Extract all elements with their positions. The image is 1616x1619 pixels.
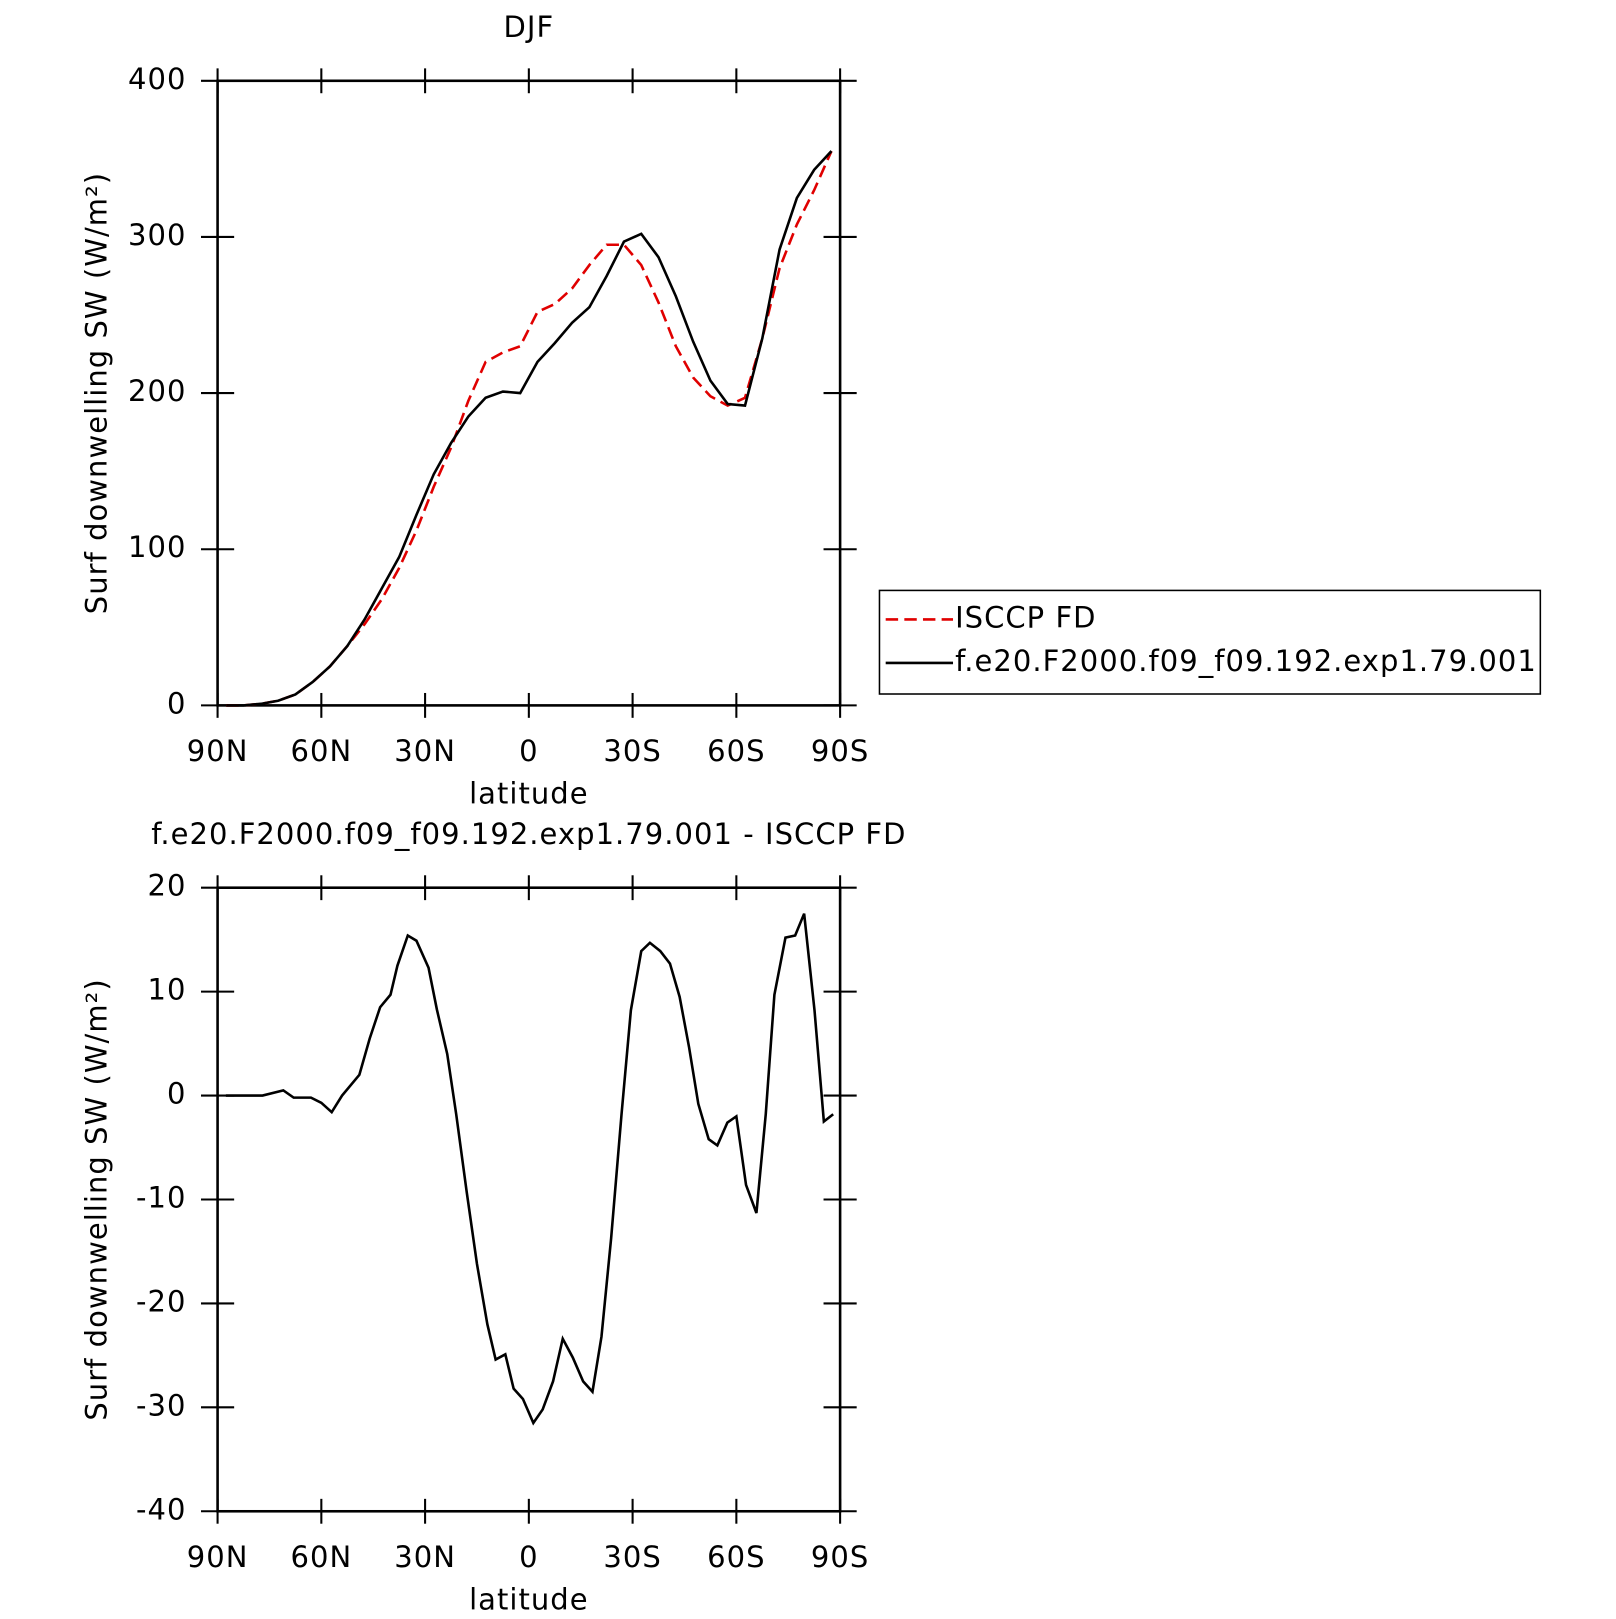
plot-frame (216, 79, 842, 707)
x-tick-label: 90S (811, 734, 869, 768)
data-line (225, 913, 834, 1426)
x-tick-label: 60S (707, 734, 765, 768)
x-tick-label: 0 (519, 734, 539, 768)
y-tick-label: 0 (167, 686, 187, 720)
y-tick-label: 200 (128, 374, 186, 408)
y-tick-label: 100 (128, 530, 186, 564)
legend-label: f.e20.F2000.f09_f09.192.exp1.79.001 (955, 644, 1537, 678)
x-tick-label: 90N (187, 1540, 249, 1574)
y-tick-label: 400 (128, 62, 186, 96)
x-tick-label: 30S (603, 734, 661, 768)
y-tick-label: -10 (136, 1180, 186, 1214)
y-tick-label: 10 (148, 973, 187, 1007)
plot-frame (216, 886, 842, 1513)
data-line (226, 150, 833, 707)
x-tick-label: 30N (394, 1540, 456, 1574)
chart-title: f.e20.F2000.f09_f09.192.exp1.79.001 - IS… (151, 817, 906, 851)
y-tick-label: 0 (167, 1077, 187, 1111)
y-axis-label: Surf downwelling SW (W/m²) (79, 978, 113, 1420)
y-tick-label: -30 (136, 1388, 186, 1422)
x-tick-label: 60N (290, 734, 352, 768)
x-tick-label: 60S (707, 1540, 765, 1574)
chart-title: DJF (504, 10, 555, 44)
legend-label: ISCCP FD (955, 600, 1096, 634)
x-tick-label: 0 (519, 1540, 539, 1574)
x-tick-label: 60N (290, 1540, 352, 1574)
x-axis-label: latitude (469, 1582, 589, 1616)
legend-box (878, 589, 1542, 695)
x-tick-label: 30S (603, 1540, 661, 1574)
x-axis-label: latitude (469, 777, 589, 811)
y-tick-label: -20 (136, 1284, 186, 1318)
y-tick-label: -40 (136, 1492, 186, 1526)
x-tick-label: 90N (187, 734, 249, 768)
y-axis-label: Surf downwelling SW (W/m²) (79, 172, 113, 614)
data-line (226, 150, 833, 707)
y-tick-label: 20 (148, 869, 187, 903)
y-tick-label: 300 (128, 218, 186, 252)
x-tick-label: 30N (394, 734, 456, 768)
x-tick-label: 90S (811, 1540, 869, 1574)
